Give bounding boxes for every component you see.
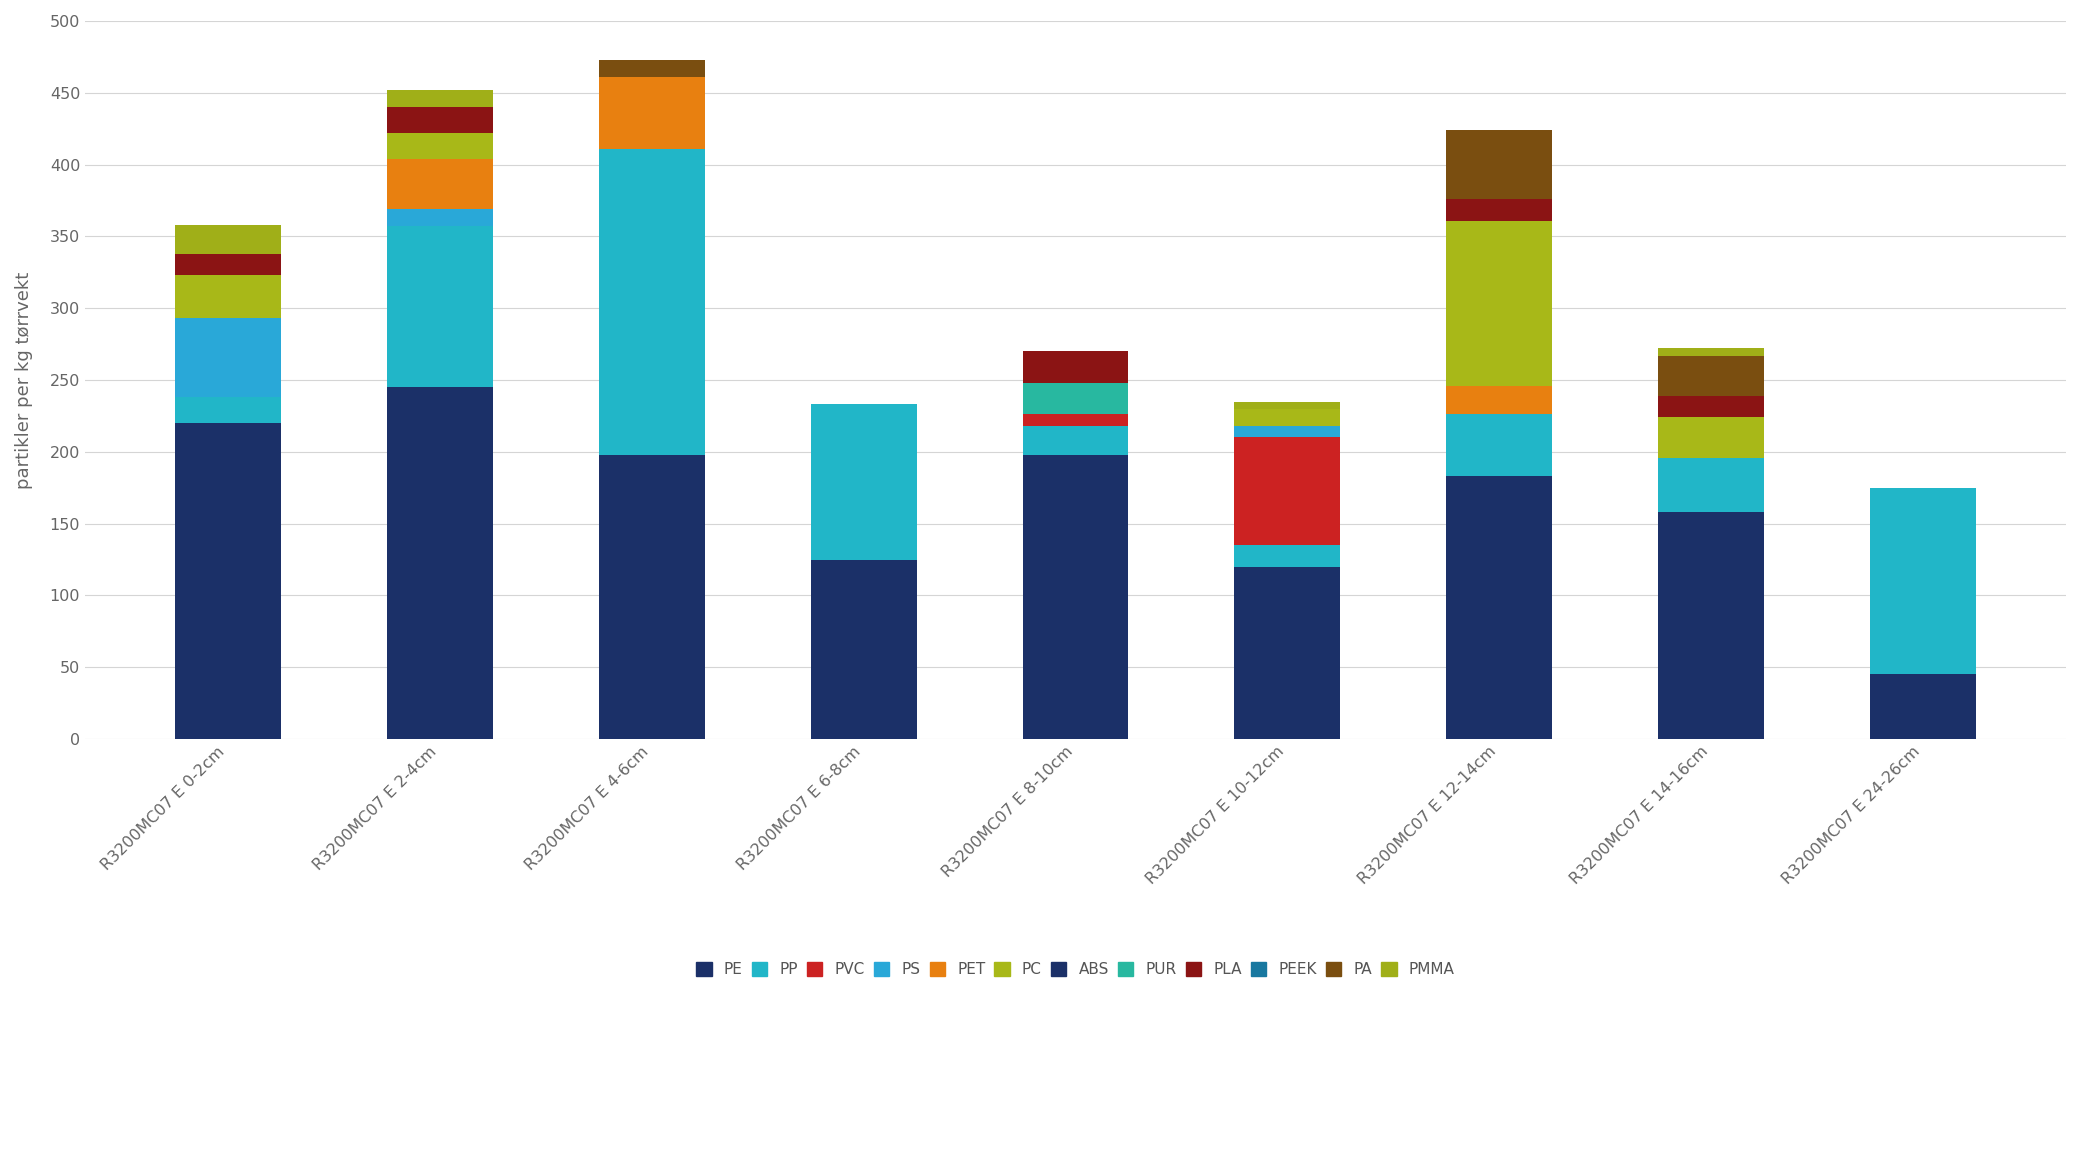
Bar bbox=[599, 59, 705, 77]
Bar bbox=[175, 423, 281, 740]
Bar bbox=[1659, 396, 1765, 417]
Bar bbox=[1659, 512, 1765, 740]
Bar bbox=[1234, 402, 1340, 409]
Bar bbox=[812, 404, 916, 560]
Bar bbox=[175, 225, 281, 253]
Bar bbox=[1022, 352, 1128, 383]
Bar bbox=[175, 397, 281, 423]
Bar bbox=[1234, 438, 1340, 546]
Bar bbox=[812, 560, 916, 740]
Bar bbox=[1446, 385, 1552, 414]
Bar bbox=[387, 209, 493, 226]
Bar bbox=[1659, 348, 1765, 355]
Bar bbox=[1871, 488, 1977, 675]
Bar bbox=[1446, 199, 1552, 221]
Bar bbox=[387, 387, 493, 740]
Bar bbox=[387, 159, 493, 209]
Bar bbox=[1446, 130, 1552, 199]
Bar bbox=[387, 134, 493, 159]
Bar bbox=[1234, 567, 1340, 740]
Bar bbox=[1446, 414, 1552, 476]
Bar bbox=[175, 275, 281, 318]
Bar bbox=[1022, 426, 1128, 455]
Y-axis label: partikler per kg tørrvekt: partikler per kg tørrvekt bbox=[15, 272, 33, 489]
Bar bbox=[1022, 414, 1128, 426]
Bar bbox=[1446, 476, 1552, 740]
Bar bbox=[599, 455, 705, 740]
Bar bbox=[1659, 417, 1765, 457]
Bar bbox=[1234, 426, 1340, 438]
Bar bbox=[1234, 409, 1340, 426]
Bar bbox=[599, 77, 705, 149]
Bar bbox=[387, 226, 493, 387]
Bar bbox=[1446, 221, 1552, 385]
Legend: PE, PP, PVC, PS, PET, PC, ABS, PUR, PLA, PEEK, PA, PMMA: PE, PP, PVC, PS, PET, PC, ABS, PUR, PLA,… bbox=[697, 962, 1455, 978]
Bar bbox=[1234, 546, 1340, 567]
Bar bbox=[175, 253, 281, 275]
Bar bbox=[1022, 455, 1128, 740]
Bar bbox=[1659, 355, 1765, 396]
Bar bbox=[387, 107, 493, 134]
Bar bbox=[1659, 457, 1765, 512]
Bar bbox=[1022, 383, 1128, 414]
Bar bbox=[175, 318, 281, 397]
Bar bbox=[387, 89, 493, 107]
Bar bbox=[1871, 675, 1977, 740]
Bar bbox=[599, 149, 705, 455]
